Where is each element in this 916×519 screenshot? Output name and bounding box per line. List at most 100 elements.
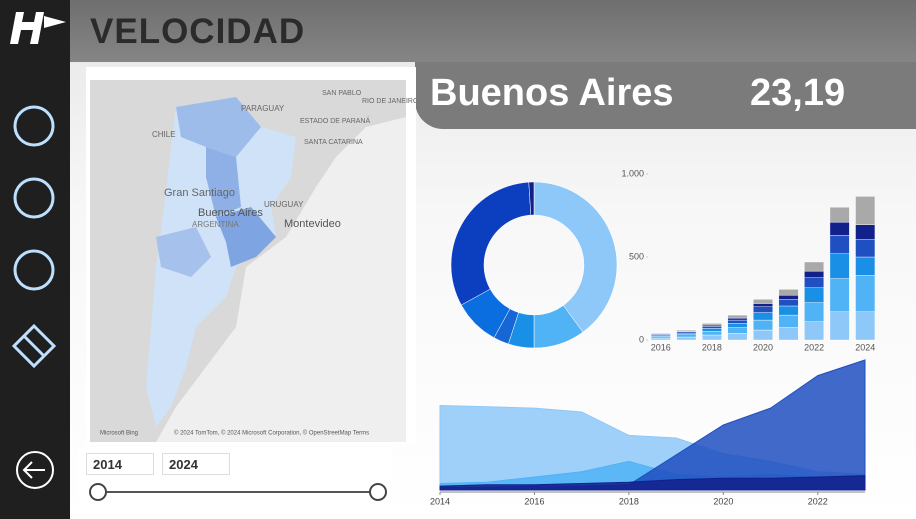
bar-segment (727, 323, 748, 328)
year-slider: 2014 2024 (78, 447, 392, 515)
y-tick-label: 500 (629, 251, 644, 261)
region (156, 227, 211, 277)
bar-segment (829, 221, 850, 236)
map-label: CHILE (152, 130, 176, 139)
bar-segment (701, 326, 722, 329)
map-label: ESTADO DE PARANÁ (300, 116, 370, 125)
bar-segment (650, 336, 671, 339)
nav-icon[interactable] (11, 323, 57, 369)
handle[interactable] (89, 483, 107, 501)
region (206, 147, 241, 217)
bar-segment (778, 294, 799, 300)
bar-segment (676, 332, 697, 335)
bar-segment (676, 329, 697, 332)
bar-segment (650, 332, 671, 334)
map-canvas: CHILE PARAGUAY Gran Santiago Buenos Aire… (90, 80, 419, 442)
x-tick-label: 2022 (804, 342, 824, 352)
bar-segment (753, 306, 773, 313)
map-label: URUGUAY (264, 200, 304, 209)
donut-slice (450, 181, 532, 306)
sidebar-icons (10, 12, 66, 489)
map-label: PARAGUAY (241, 104, 285, 113)
bar-segment (855, 224, 876, 240)
bar-segment (855, 239, 876, 258)
bar-segment (676, 331, 697, 334)
x-tick-label: 2016 (651, 342, 671, 352)
bar-segment (778, 299, 799, 307)
nav-icon[interactable] (13, 177, 55, 219)
bar-segment (753, 312, 773, 321)
region (146, 97, 296, 427)
x-tick-label: 2024 (855, 342, 875, 352)
map[interactable]: CHILE PARAGUAY Gran Santiago Buenos Aire… (86, 67, 419, 445)
bar-segment (676, 334, 697, 338)
bar-segment (804, 321, 825, 341)
bar-segment (727, 314, 748, 319)
bar-segment (753, 303, 773, 308)
map-attribution: © 2024 TomTom, © 2024 Microsoft Corporat… (174, 430, 369, 437)
map-label: Montevideo (284, 218, 341, 230)
bar-segment (650, 337, 671, 341)
map-label: Buenos Aires (198, 207, 263, 219)
bar-segment (804, 261, 825, 272)
area (439, 404, 866, 491)
bar-segment (829, 206, 850, 223)
x-tick-label: 2020 (753, 342, 773, 352)
map-label: RIO DE JANEIRO (362, 98, 416, 105)
bar-segment (727, 327, 748, 334)
bar-segment (804, 302, 825, 322)
kpi-label: Buenos Aires (430, 72, 674, 114)
end-year[interactable]: 2024 (162, 453, 230, 475)
donut-slice (533, 181, 618, 333)
donut-slice (493, 308, 519, 345)
bar-segment (829, 278, 850, 312)
y-tick-label: 1.000 (621, 168, 644, 178)
bar-segment (727, 317, 748, 321)
bar-segment (701, 324, 722, 327)
bar-segment (727, 333, 748, 341)
bar-segment (778, 327, 799, 341)
kpi-value: 23,19 (750, 72, 846, 114)
bar-segment (701, 328, 722, 332)
area (439, 359, 866, 491)
handle[interactable] (369, 483, 387, 501)
bar-segment (855, 256, 876, 276)
bar-segment (804, 270, 825, 278)
bar-segment (701, 331, 722, 336)
bar-segment (701, 334, 722, 341)
x-tick-label: 2014 (430, 496, 450, 506)
area (439, 460, 866, 491)
donut-slice (528, 181, 535, 216)
donut-slice (460, 288, 511, 339)
bar-segment (778, 305, 799, 316)
bar-segment (829, 253, 850, 279)
y-tick-label: 0 (639, 334, 644, 344)
back-arrow (22, 461, 45, 479)
nav-icon[interactable] (13, 105, 55, 147)
start-year[interactable]: 2014 (86, 453, 154, 475)
bar-segment (701, 323, 722, 326)
x-tick-label: 2016 (524, 496, 544, 506)
map-label: SANTA CATARINA (304, 139, 363, 146)
bar-segment (753, 329, 773, 341)
bar-segment (753, 299, 773, 304)
back-button[interactable] (16, 451, 54, 489)
x-tick-label: 2022 (808, 496, 828, 506)
logo[interactable] (10, 12, 66, 44)
bar-segment (855, 275, 876, 312)
bar-segment (650, 334, 671, 337)
bar-segment (804, 287, 825, 303)
bar-segment (829, 235, 850, 254)
header: VELOCIDAD (70, 0, 916, 62)
x-tick-label: 2020 (713, 496, 733, 506)
bar-segment (855, 196, 876, 225)
region (176, 97, 261, 157)
bar-segment (727, 319, 748, 324)
map-label: SAN PABLO (322, 90, 362, 97)
kpi-card: Buenos Aires 23,19 (415, 62, 916, 129)
map-brand: Microsoft Bing (100, 431, 138, 437)
nav-icon[interactable] (13, 249, 55, 291)
page-title: VELOCIDAD (90, 12, 306, 51)
map-label: Gran Santiago (164, 187, 235, 199)
